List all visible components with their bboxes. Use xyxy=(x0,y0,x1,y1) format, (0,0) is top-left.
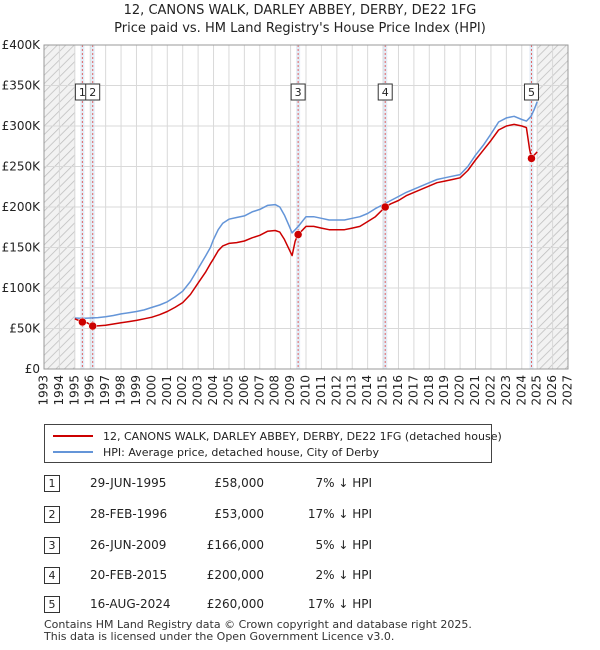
x-tick-label: 1994 xyxy=(52,375,66,406)
x-tick-label: 2006 xyxy=(237,375,251,406)
x-tick-label: 2002 xyxy=(175,375,189,406)
sale-point xyxy=(88,321,97,331)
y-tick-label: £150K xyxy=(2,241,42,255)
y-tick-label: £350K xyxy=(2,79,42,93)
x-tick-label: 1993 xyxy=(37,375,51,406)
y-tick-label: £0 xyxy=(25,362,40,376)
x-tick-label: 2017 xyxy=(406,375,420,406)
sale-label-box xyxy=(85,83,101,101)
sale-label-box xyxy=(290,83,306,101)
transaction-price: £58,000 xyxy=(214,476,264,490)
x-tick-label: 2019 xyxy=(437,375,451,406)
x-tick-label: 2020 xyxy=(453,375,467,406)
x-tick-label: 2024 xyxy=(514,375,528,406)
legend-item-property: 12, CANONS WALK, DARLEY ABBEY, DERBY, DE… xyxy=(53,428,502,444)
x-tick-label: 1996 xyxy=(83,375,97,406)
transaction-number-badge: 2 xyxy=(44,506,60,523)
chart-legend: 12, CANONS WALK, DARLEY ABBEY, DERBY, DE… xyxy=(44,424,502,463)
sale-label-box xyxy=(377,83,393,101)
transaction-hpi-diff: 7% ↓ HPI xyxy=(315,476,372,490)
transaction-price: £200,000 xyxy=(206,568,264,582)
attribution-footer: Contains HM Land Registry data © Crown c… xyxy=(44,619,472,643)
sale-label-box xyxy=(523,83,539,101)
transaction-number-badge: 3 xyxy=(44,537,60,554)
x-tick-label: 2011 xyxy=(314,375,328,406)
transaction-number-badge: 4 xyxy=(44,567,60,584)
transaction-price: £53,000 xyxy=(214,507,264,521)
x-tick-label: 2014 xyxy=(360,375,374,406)
chart-title: 12, CANONS WALK, DARLEY ABBEY, DERBY, DE… xyxy=(123,3,477,18)
x-tick-label: 2004 xyxy=(206,375,220,406)
x-tick-label: 2026 xyxy=(545,375,559,406)
legend-swatch-property xyxy=(53,435,93,437)
transaction-number-badge: 1 xyxy=(44,475,60,492)
x-tick-label: 2022 xyxy=(483,375,497,406)
x-tick-label: 2003 xyxy=(191,375,205,406)
x-tick-label: 2027 xyxy=(561,375,575,406)
x-tick-label: 1999 xyxy=(129,375,143,406)
y-tick-label: £400K xyxy=(2,38,42,52)
x-tick-label: 2000 xyxy=(144,375,158,406)
transaction-hpi-diff: 17% ↓ HPI xyxy=(307,597,372,611)
transaction-price: £260,000 xyxy=(206,597,264,611)
transaction-hpi-diff: 2% ↓ HPI xyxy=(315,568,372,582)
sale-label-number: 1 xyxy=(79,86,86,99)
transaction-date: 29-JUN-1995 xyxy=(90,476,167,490)
transaction-price: £166,000 xyxy=(206,538,264,552)
x-tick-label: 2001 xyxy=(160,375,174,406)
plot-frame xyxy=(43,44,569,370)
x-tick-label: 2010 xyxy=(299,375,313,406)
y-tick-label: £300K xyxy=(2,119,42,133)
transaction-date: 20-FEB-2015 xyxy=(90,568,168,582)
x-tick-label: 2007 xyxy=(252,375,266,406)
x-tick-label: 2023 xyxy=(499,375,513,406)
transaction-hpi-diff: 17% ↓ HPI xyxy=(307,507,372,521)
x-tick-label: 1995 xyxy=(67,375,81,406)
legend-item-hpi: HPI: Average price, detached house, City… xyxy=(53,444,379,460)
sale-point xyxy=(527,154,536,163)
x-tick-label: 2021 xyxy=(468,375,482,406)
sale-label-number: 3 xyxy=(295,86,302,99)
x-tick-label: 2025 xyxy=(530,375,544,406)
sale-label-number: 2 xyxy=(89,86,96,99)
attribution-line-1: Contains HM Land Registry data © Crown c… xyxy=(44,618,472,631)
attribution-line-2: This data is licensed under the Open Gov… xyxy=(44,630,395,643)
legend-label-property: 12, CANONS WALK, DARLEY ABBEY, DERBY, DE… xyxy=(103,429,502,443)
sale-point xyxy=(293,230,303,239)
x-tick-label: 1998 xyxy=(114,375,128,406)
x-tick-label: 1997 xyxy=(98,375,112,406)
sale-label-number: 4 xyxy=(382,86,389,99)
transaction-date: 28-FEB-1996 xyxy=(90,507,168,521)
x-tick-label: 2005 xyxy=(221,375,235,406)
legend-label-hpi: HPI: Average price, detached house, City… xyxy=(103,445,380,459)
y-tick-label: £50K xyxy=(9,322,41,336)
y-tick-label: £250K xyxy=(2,160,42,174)
legend-swatch-hpi xyxy=(53,451,93,453)
x-tick-label: 2015 xyxy=(376,375,390,406)
x-tick-label: 2018 xyxy=(422,375,436,406)
hpi-series-line xyxy=(74,101,538,320)
transaction-number-badge: 5 xyxy=(44,596,60,613)
transaction-date: 26-JUN-2009 xyxy=(90,538,167,552)
sale-point xyxy=(380,202,390,212)
sale-point xyxy=(78,317,87,327)
x-tick-label: 2012 xyxy=(329,375,343,406)
x-tick-label: 2013 xyxy=(345,375,359,406)
y-tick-label: £100K xyxy=(2,281,42,295)
transaction-hpi-diff: 5% ↓ HPI xyxy=(315,538,372,552)
sale-label-number: 5 xyxy=(528,86,535,99)
x-tick-label: 2008 xyxy=(268,375,282,406)
x-tick-label: 2016 xyxy=(391,375,405,406)
y-tick-label: £200K xyxy=(2,200,42,214)
transaction-date: 16-AUG-2024 xyxy=(90,597,171,611)
chart-subtitle: Price paid vs. HM Land Registry's House … xyxy=(114,21,486,36)
x-tick-label: 2009 xyxy=(283,375,297,406)
